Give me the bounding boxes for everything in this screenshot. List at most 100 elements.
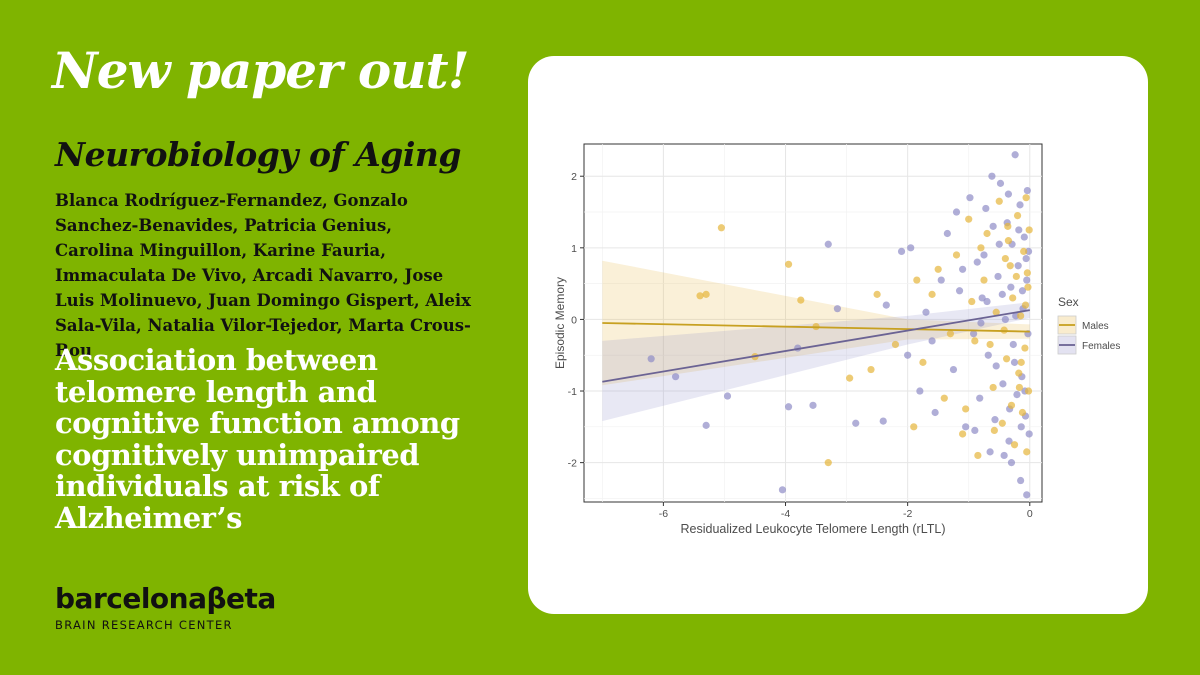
- data-points: [647, 151, 1033, 499]
- y-tick-label: 1: [571, 243, 577, 255]
- female-point: [1025, 430, 1033, 438]
- male-point: [1015, 383, 1024, 392]
- female-point: [1011, 151, 1019, 159]
- male-point: [784, 260, 793, 268]
- male-point: [867, 365, 875, 374]
- female-point: [1016, 201, 1024, 209]
- male-point: [1020, 247, 1028, 255]
- y-tick-label: -2: [568, 458, 577, 470]
- male-point: [1010, 441, 1019, 449]
- female-point: [879, 417, 887, 425]
- females-fit-line: [602, 309, 1030, 383]
- male-point: [965, 215, 973, 223]
- male-point: [995, 197, 1003, 205]
- male-point: [934, 265, 942, 273]
- fit-lines: [602, 309, 1030, 383]
- male-point: [797, 296, 805, 304]
- female-point: [916, 387, 924, 395]
- female-point: [1007, 459, 1016, 467]
- female-point: [1001, 315, 1009, 324]
- female-point: [952, 208, 961, 216]
- male-point: [1024, 387, 1033, 395]
- x-tick-label: 0: [1027, 508, 1033, 520]
- female-point: [723, 392, 732, 400]
- male-point: [1025, 226, 1033, 234]
- male-point: [1009, 294, 1017, 302]
- male-point: [891, 340, 900, 349]
- male-point: [1015, 369, 1023, 377]
- female-point: [1010, 358, 1019, 366]
- female-point: [959, 265, 967, 273]
- x-tick-label: -4: [781, 508, 790, 520]
- logo-name: barcelonaβeta: [55, 582, 276, 615]
- male-point: [986, 340, 994, 349]
- female-point: [1005, 437, 1013, 445]
- panel-background: [583, 143, 1043, 503]
- female-point: [1015, 226, 1023, 234]
- females-confidence-band: [602, 302, 1030, 422]
- male-point: [1022, 194, 1030, 202]
- male-point: [913, 276, 921, 284]
- x-axis-label: Residualized Leukocyte Telomere Length (…: [681, 522, 946, 536]
- male-point: [992, 308, 1000, 316]
- female-point: [824, 240, 832, 248]
- female-point: [702, 421, 710, 429]
- male-point: [1002, 355, 1011, 363]
- female-point: [962, 423, 970, 431]
- male-point: [971, 337, 979, 345]
- female-point: [907, 244, 915, 252]
- female-point: [966, 194, 974, 202]
- female-point: [998, 290, 1006, 298]
- female-point: [980, 251, 988, 259]
- male-point: [1004, 222, 1012, 230]
- female-point: [1013, 391, 1021, 399]
- male-point: [1021, 344, 1029, 352]
- female-point: [882, 301, 890, 309]
- female-point: [937, 276, 945, 284]
- headline: New paper out!: [52, 41, 470, 100]
- female-point: [922, 308, 930, 316]
- female-point: [986, 448, 994, 456]
- female-point: [852, 419, 860, 427]
- male-point: [919, 358, 927, 366]
- female-point: [989, 222, 997, 230]
- male-point: [977, 244, 985, 252]
- males-fit-line: [602, 322, 1030, 333]
- female-point: [833, 305, 842, 313]
- female-point: [1017, 423, 1025, 431]
- y-tick-label: 2: [571, 171, 577, 183]
- x-tick-label: -2: [903, 508, 912, 520]
- female-point: [784, 403, 793, 411]
- paper-title: Association between telomere length and …: [55, 343, 460, 535]
- female-point: [1007, 283, 1015, 291]
- scatter-chart: -6 -4 -2 0 -2 -1 0 1 2 Residualized Leukocyte Te…: [553, 143, 1120, 536]
- male-point: [990, 426, 998, 434]
- female-point: [1000, 451, 1008, 460]
- male-point: [910, 423, 918, 431]
- female-point: [1004, 190, 1013, 198]
- male-point: [846, 374, 854, 382]
- female-point: [949, 365, 958, 374]
- male-point: [989, 383, 997, 392]
- male-point: [968, 297, 976, 306]
- female-point: [1023, 276, 1031, 284]
- male-point: [983, 229, 991, 238]
- male-point: [940, 394, 948, 402]
- female-point: [999, 380, 1007, 388]
- male-point: [1012, 272, 1020, 281]
- male-point: [1017, 312, 1025, 320]
- journal-name: Neurobiology of Aging: [55, 135, 461, 174]
- male-point: [946, 330, 954, 338]
- male-point: [702, 290, 710, 298]
- male-point: [696, 292, 704, 300]
- female-point: [976, 394, 984, 402]
- male-point: [959, 430, 967, 438]
- male-point: [824, 459, 832, 467]
- gridlines: [584, 144, 1042, 502]
- female-point: [977, 319, 985, 327]
- male-point: [952, 251, 961, 259]
- y-tick-label: -1: [568, 386, 577, 398]
- male-point: [1023, 269, 1031, 277]
- female-point: [996, 179, 1005, 187]
- logo-subtitle: BRAIN RESEARCH CENTER: [55, 618, 233, 632]
